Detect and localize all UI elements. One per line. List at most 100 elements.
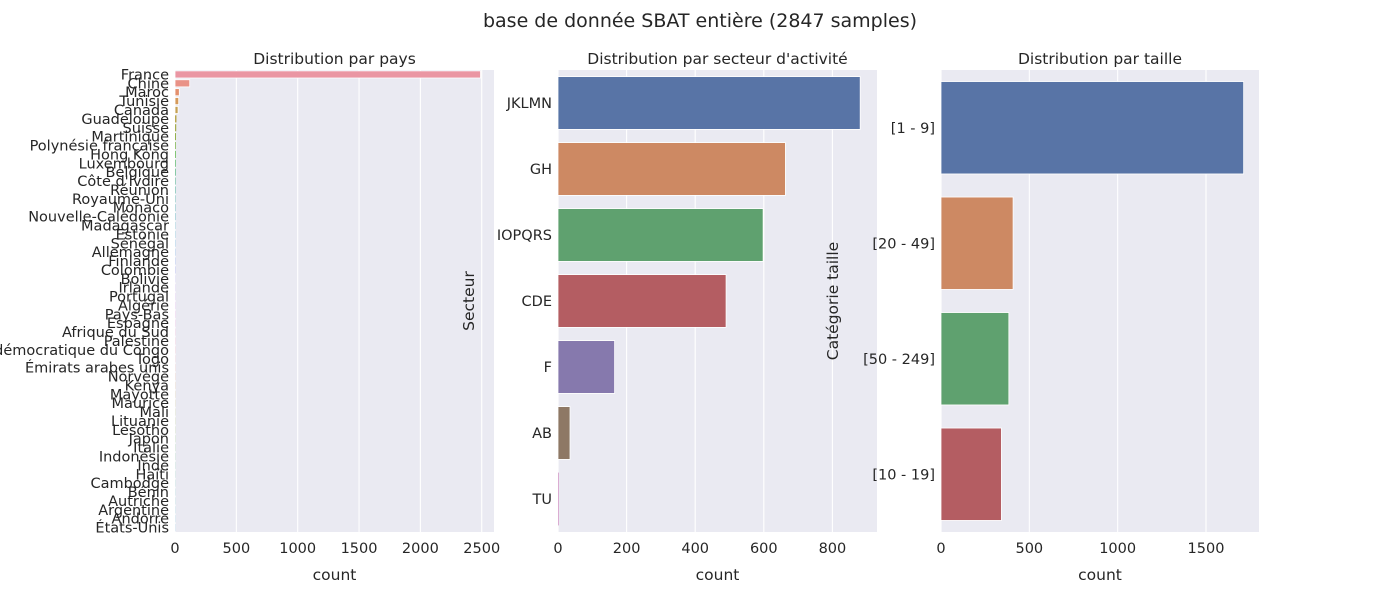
subplot-pays: 0 500 1000 1500 2000 2500 FranceChineMarocTuni… <box>0 50 500 584</box>
x-tick-label: 0 <box>170 541 179 557</box>
y-tick-label: Réunion <box>110 183 169 199</box>
y-tick-label: Colombie <box>101 263 169 279</box>
x-tick-label: 0 <box>553 541 562 557</box>
y-tick-label: Inde <box>137 458 169 474</box>
y-tick-label: Émirats arabes unis <box>25 360 169 377</box>
subplot-title: Distribution par taille <box>1018 50 1182 68</box>
y-tick-label: Norvège <box>108 370 169 386</box>
x-tick-label: 1000 <box>1099 541 1136 557</box>
y-tick-label: [10 - 19] <box>872 467 935 483</box>
y-tick-label: Lituanie <box>111 414 169 430</box>
y-tick-label: TU <box>532 492 552 508</box>
y-tick-label: Madagascar <box>81 218 169 234</box>
y-tick-label: Japon <box>128 432 169 448</box>
y-tick-label: République démocratique du Congo <box>0 343 169 359</box>
y-tick-label: Bolivie <box>121 272 169 288</box>
axes-background <box>175 70 494 532</box>
y-tick-label: Monaco <box>113 201 169 217</box>
y-tick-label: Royaume-Uni <box>72 192 169 208</box>
y-tick-label: Indonésie <box>99 449 169 465</box>
y-tick-label: [1 - 9] <box>891 121 935 137</box>
y-tick-label: GH <box>530 162 552 178</box>
y-tick-label: Hong Kong <box>90 147 169 163</box>
y-axis-label: Secteur <box>460 271 478 331</box>
bar-canada <box>174 106 179 114</box>
y-tick-label: F <box>544 360 552 376</box>
bar-tunisie <box>174 97 180 106</box>
y-tick-label: Allemagne <box>92 245 169 261</box>
x-axis-label: count <box>696 566 740 584</box>
y-tick-label: Italie <box>133 441 169 457</box>
y-tick-label: Haïti <box>135 467 169 483</box>
y-tick-label: Maroc <box>125 85 169 101</box>
bar-belgique <box>175 168 176 176</box>
y-tick-label: Bénin <box>128 485 169 501</box>
y-tick-label: AB <box>532 426 552 442</box>
y-tick-label: Chine <box>128 76 170 92</box>
bar-gh <box>557 142 786 196</box>
y-tick-label: Suisse <box>123 121 170 137</box>
bar-iopqrs <box>557 208 764 262</box>
x-tick-label: 1500 <box>341 541 378 557</box>
y-tick-label: [20 - 49] <box>872 236 935 252</box>
y-tick-label: Maurice <box>112 396 170 412</box>
x-tick-label: 500 <box>1015 541 1043 557</box>
y-tick-label: Nouvelle-Calédonie <box>28 210 169 226</box>
bar-hong-kong <box>175 150 176 158</box>
x-tick-label: 200 <box>613 541 641 557</box>
y-tick-label: Portugal <box>109 290 169 306</box>
y-tick-label: Irlande <box>119 281 170 297</box>
bar-f <box>557 340 615 394</box>
bar-martinique <box>175 133 176 141</box>
x-axis-label: count <box>313 566 357 584</box>
bar-ab <box>557 406 571 460</box>
bar-maroc <box>174 88 180 97</box>
bar-france <box>174 70 481 79</box>
y-tick-label: Luxembourg <box>79 156 169 172</box>
y-tick-label: Côte d'Ivoire <box>77 174 169 190</box>
y-tick-label: CDE <box>522 294 552 310</box>
bar--10-19- <box>940 427 1002 521</box>
y-tick-label: Pays-Bas <box>105 307 169 323</box>
bar--50-249- <box>940 312 1010 406</box>
x-tick-label: 2000 <box>402 541 439 557</box>
y-tick-label: Palestine <box>104 334 169 350</box>
y-tick-label: Sénégal <box>111 236 169 252</box>
y-tick-label: Lesotho <box>112 423 169 439</box>
bar-luxembourg <box>175 159 176 167</box>
bar-jklmn <box>557 76 861 130</box>
bar-cde <box>557 274 727 328</box>
subplot-title: Distribution par pays <box>253 50 416 68</box>
y-tick-label: JKLMN <box>506 96 552 112</box>
y-axis-label: Catégorie taille <box>824 242 842 360</box>
y-tick-label: Finlande <box>108 254 169 270</box>
bar-guadeloupe <box>175 115 177 123</box>
bar--20-49- <box>940 196 1014 290</box>
y-tick-label: Mayotte <box>110 387 169 403</box>
y-tick-label: Togo <box>135 352 169 368</box>
bar-chine <box>174 79 191 88</box>
y-tick-label: États-Unis <box>95 520 169 537</box>
subplots: 0 500 1000 1500 2000 2500FranceChineMarocTuni… <box>0 50 1259 584</box>
y-tick-label: Canada <box>114 103 169 119</box>
y-tick-label: Mali <box>140 405 169 421</box>
x-axis-label: count <box>1078 566 1122 584</box>
y-tick-label: Espagne <box>107 316 169 332</box>
x-tick-label: 600 <box>750 541 778 557</box>
y-tick-label: Tunisie <box>118 94 169 110</box>
x-tick-label: 800 <box>819 541 847 557</box>
y-tick-label: IOPQRS <box>497 228 552 244</box>
y-tick-label: Kenya <box>125 378 169 394</box>
y-tick-label: Guadeloupe <box>81 112 169 128</box>
subplot-secteur: 0 200 400 600 800 JKLMN GH IOPQRS CDE F AB TU Distri… <box>460 50 877 584</box>
y-tick-label: Autriche <box>108 494 169 510</box>
y-tick-label: Argentine <box>98 503 169 519</box>
y-tick-label: Estonie <box>116 227 169 243</box>
bar--1-9- <box>940 81 1245 175</box>
bar-polyn-sie-fran-aise <box>175 141 176 150</box>
x-tick-label: 0 <box>936 541 945 557</box>
bar-tu <box>558 472 559 526</box>
figure-title: base de donnée SBAT entière (2847 sample… <box>483 10 917 32</box>
x-tick-label: 2500 <box>463 541 500 557</box>
x-tick-label: 500 <box>223 541 251 557</box>
